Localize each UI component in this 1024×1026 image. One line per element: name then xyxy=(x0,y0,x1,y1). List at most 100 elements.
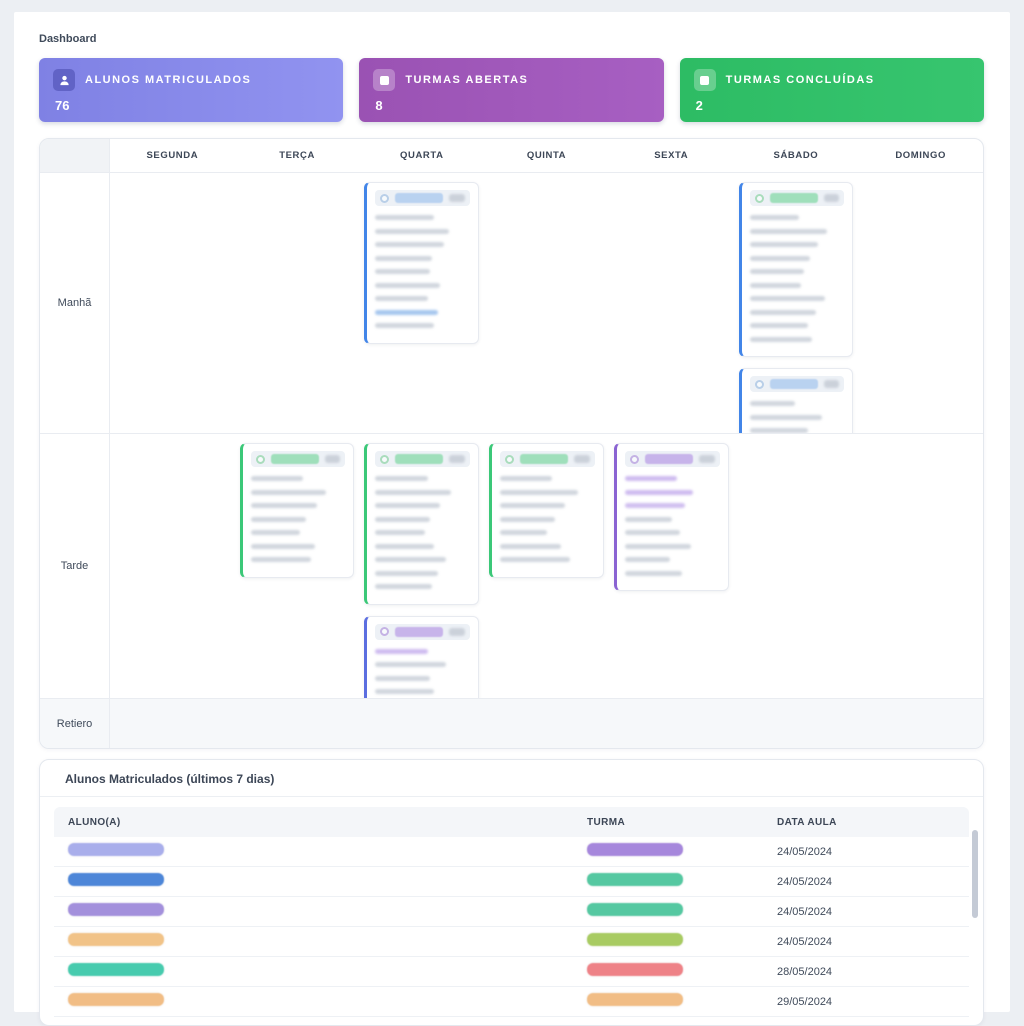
redacted-text-line xyxy=(750,242,818,247)
stat-card-value: 8 xyxy=(375,98,649,113)
calendar-row-tarde: Tarde xyxy=(40,433,983,698)
redacted-title-bar xyxy=(824,380,840,388)
turma-cell xyxy=(587,963,777,981)
redacted-title-bar xyxy=(449,628,465,636)
calendar-corner-cell xyxy=(40,139,110,172)
redacted-text-line xyxy=(500,490,578,495)
stat-card-value: 76 xyxy=(55,98,329,113)
open-classes-icon xyxy=(373,69,395,91)
table-row: 24/05/2024 xyxy=(54,867,969,897)
person-glyph xyxy=(59,75,70,86)
redacted-aluno-pill xyxy=(68,933,164,946)
aluno-cell xyxy=(54,903,587,921)
calendar-row-retiro: Retiero xyxy=(40,698,983,748)
table-scrollbar-track xyxy=(972,820,978,1020)
status-circle-icon xyxy=(505,455,514,464)
turma-cell xyxy=(587,903,777,921)
redacted-text-line xyxy=(750,323,809,328)
redacted-text-line xyxy=(750,229,828,234)
redacted-text-line xyxy=(500,476,552,481)
redacted-title-bar xyxy=(574,455,590,463)
turma-cell xyxy=(587,873,777,891)
stat-card-header: TURMAS CONCLUÍDAS xyxy=(694,69,970,91)
table-row: 24/05/2024 xyxy=(54,897,969,927)
calendar-row-manha: Manhã xyxy=(40,173,983,433)
calendar-cell xyxy=(858,173,983,433)
redacted-text-line xyxy=(375,571,438,576)
redacted-text-line xyxy=(251,517,306,522)
calendar-event[interactable] xyxy=(364,616,479,699)
period-label-manha: Manhã xyxy=(40,173,110,433)
redacted-aluno-pill xyxy=(68,993,164,1006)
calendar-event[interactable] xyxy=(364,182,479,344)
turma-cell xyxy=(587,843,777,861)
calendar-cell xyxy=(110,173,235,433)
redacted-text-line xyxy=(625,517,672,522)
redacted-text-line xyxy=(375,310,438,315)
calendar-cell xyxy=(609,434,734,698)
redacted-text-line xyxy=(251,503,317,508)
status-circle-icon xyxy=(755,380,764,389)
event-header xyxy=(750,190,845,206)
redacted-text-line xyxy=(750,296,826,301)
calendar-event[interactable] xyxy=(739,182,854,357)
event-badge xyxy=(395,627,443,637)
redacted-turma-pill xyxy=(587,873,683,886)
event-badge xyxy=(770,379,818,389)
calendar-cell xyxy=(359,173,484,433)
event-header xyxy=(750,376,845,392)
table-row: 29/05/2024 xyxy=(54,987,969,1017)
calendar-event[interactable] xyxy=(240,443,355,578)
redacted-text-line xyxy=(750,337,813,342)
event-badge xyxy=(520,454,568,464)
redacted-text-line xyxy=(375,530,424,535)
table-row: 24/05/2024 xyxy=(54,837,969,867)
redacted-text-line xyxy=(251,557,312,562)
event-badge xyxy=(271,454,319,464)
redacted-text-line xyxy=(750,415,822,420)
breadcrumb: Dashboard xyxy=(39,33,1010,45)
data-aula-cell: 28/05/2024 xyxy=(777,966,969,978)
column-header-turma: TURMA xyxy=(587,817,777,828)
calendar-cell xyxy=(484,173,609,433)
turma-cell xyxy=(587,933,777,951)
redacted-text-line xyxy=(375,269,430,274)
status-circle-icon xyxy=(755,194,764,203)
redacted-title-bar xyxy=(325,455,341,463)
redacted-text-line xyxy=(625,571,682,576)
day-header-quinta: QUINTA xyxy=(484,139,609,172)
table-row: 24/05/2024 xyxy=(54,927,969,957)
redacted-text-line xyxy=(625,544,691,549)
stat-card-label: ALUNOS MATRICULADOS xyxy=(85,74,251,86)
calendar-event[interactable] xyxy=(489,443,604,578)
stat-card-value: 2 xyxy=(696,98,970,113)
calendar-cell xyxy=(110,699,235,748)
redacted-turma-pill xyxy=(587,903,683,916)
event-badge xyxy=(395,454,443,464)
redacted-text-line xyxy=(500,557,570,562)
calendar-event[interactable] xyxy=(364,443,479,605)
event-header xyxy=(625,451,720,467)
redacted-text-line xyxy=(750,401,795,406)
calendar-event[interactable] xyxy=(739,368,854,433)
calendar-cell xyxy=(858,434,983,698)
recent-students-panel: Alunos Matriculados (últimos 7 dias) ALU… xyxy=(39,759,984,1026)
stat-card-header: ALUNOS MATRICULADOS xyxy=(53,69,329,91)
calendar-cell xyxy=(110,434,235,698)
redacted-text-line xyxy=(750,310,816,315)
redacted-aluno-pill xyxy=(68,873,164,886)
redacted-text-line xyxy=(375,649,428,654)
redacted-text-line xyxy=(750,256,811,261)
calendar-event[interactable] xyxy=(614,443,729,591)
table-scrollbar-thumb[interactable] xyxy=(972,830,978,918)
event-header xyxy=(251,451,346,467)
day-header-domingo: DOMINGO xyxy=(858,139,983,172)
student-icon xyxy=(53,69,75,91)
aluno-cell xyxy=(54,963,587,981)
aluno-cell xyxy=(54,873,587,891)
data-aula-cell: 24/05/2024 xyxy=(777,936,969,948)
